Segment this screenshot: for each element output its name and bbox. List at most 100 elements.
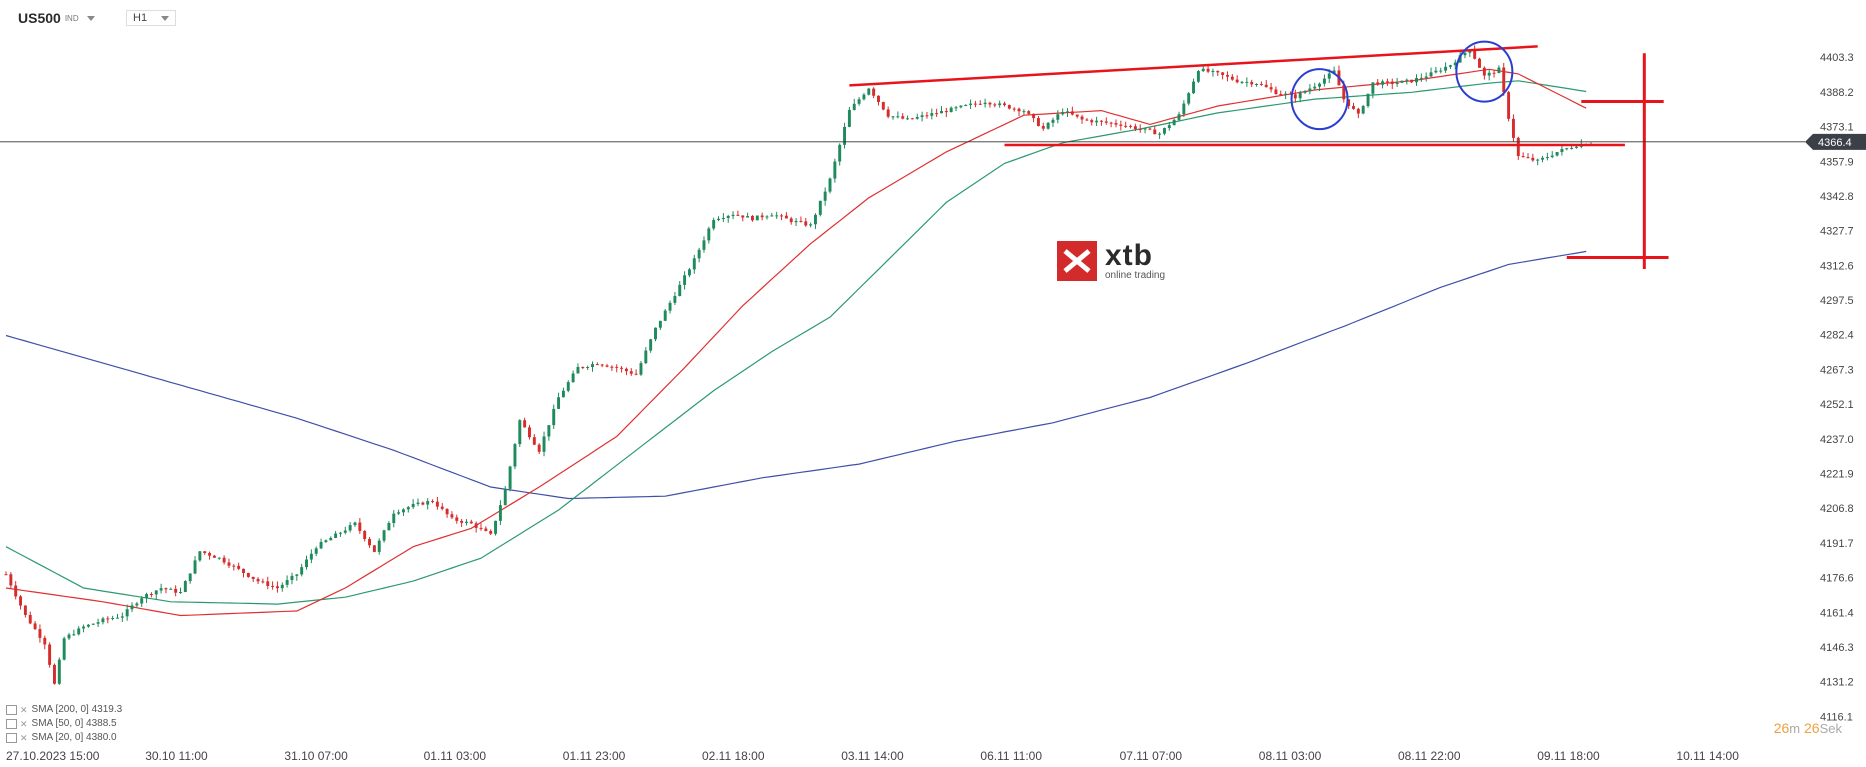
candle-body <box>615 366 619 368</box>
candle-body <box>116 617 119 619</box>
remove-icon[interactable]: ✕ <box>20 705 28 715</box>
candle <box>319 538 323 550</box>
y-tick-label: 4282.4 <box>1820 330 1854 342</box>
candle-body <box>1366 93 1370 107</box>
candle <box>1090 118 1094 126</box>
candle <box>1162 127 1166 136</box>
candle <box>343 526 347 535</box>
candle <box>537 443 541 454</box>
candle-body <box>678 284 682 297</box>
candle <box>988 101 992 108</box>
symbol-selector[interactable]: US500 IND <box>18 10 95 26</box>
candle <box>1206 65 1210 74</box>
candle <box>639 360 643 376</box>
indicator-settings-icon[interactable] <box>6 719 17 729</box>
candle <box>120 612 124 622</box>
candle-body <box>227 562 231 566</box>
candle-body <box>755 215 759 221</box>
candle-body <box>72 634 76 636</box>
candle <box>1095 116 1099 126</box>
candle-body <box>1390 81 1394 84</box>
remove-icon[interactable]: ✕ <box>20 733 28 743</box>
candle <box>1274 86 1278 95</box>
candle <box>130 602 134 613</box>
candle <box>818 200 822 217</box>
candle-body <box>654 327 657 340</box>
candle-body <box>644 350 648 364</box>
candle <box>77 626 81 636</box>
candle-body <box>372 545 376 552</box>
price-axis: 4403.3 4388.2 4373.1 4357.9 4342.8 4327.7 4312… <box>1820 52 1854 723</box>
candle-body <box>518 420 522 445</box>
candle-body <box>140 598 144 604</box>
sma20-line <box>5 68 1587 617</box>
candle <box>179 587 182 594</box>
indicator-settings-icon[interactable] <box>6 733 17 743</box>
candle-body <box>324 540 328 543</box>
candle <box>174 585 178 597</box>
candle <box>397 509 401 516</box>
candle-body <box>86 624 90 627</box>
candle <box>1269 82 1273 93</box>
candle <box>683 271 687 290</box>
candle <box>1405 78 1409 85</box>
candle <box>828 177 832 194</box>
candle <box>629 368 633 376</box>
candle <box>465 519 468 526</box>
candle <box>1279 90 1283 95</box>
candle <box>1182 100 1186 117</box>
candle-body <box>881 102 885 110</box>
remove-icon[interactable]: ✕ <box>20 719 28 729</box>
timeframe-selector[interactable]: H1 <box>126 10 177 26</box>
candle <box>847 106 851 128</box>
candle <box>1192 78 1196 94</box>
logo-tagline: online trading <box>1105 269 1166 281</box>
candle-body <box>164 588 168 590</box>
candle <box>1318 82 1322 92</box>
candle <box>1507 90 1511 122</box>
candle <box>498 500 502 525</box>
candle <box>19 594 23 610</box>
candle <box>1313 82 1317 91</box>
legend-item-sma200[interactable]: ✕ SMA [200, 0] 4319.3 <box>6 703 122 717</box>
candle-body <box>1250 81 1254 85</box>
candle <box>164 587 168 594</box>
candle-body <box>1066 111 1069 113</box>
indicator-settings-icon[interactable] <box>6 705 17 715</box>
legend-item-sma50[interactable]: ✕ SMA [50, 0] 4388.5 <box>6 717 122 731</box>
y-tick-label: 4388.2 <box>1820 87 1854 99</box>
candle-body <box>1114 123 1118 125</box>
candle <box>232 564 236 571</box>
candle <box>101 616 105 625</box>
candle <box>852 98 856 111</box>
candle-body <box>576 367 580 374</box>
candle-body <box>1235 79 1239 83</box>
candle-body <box>251 576 255 579</box>
candle-body <box>649 339 653 351</box>
candle <box>1046 122 1050 130</box>
y-tick-label: 4342.8 <box>1820 191 1854 203</box>
candle <box>935 108 939 117</box>
candle-body <box>1395 82 1399 84</box>
candle <box>760 212 764 221</box>
candle <box>600 363 604 368</box>
candle <box>557 392 561 409</box>
candle-body <box>1429 72 1433 77</box>
candle-body <box>1419 77 1423 79</box>
candle <box>634 369 638 376</box>
candle <box>111 615 115 621</box>
candle-body <box>67 634 71 639</box>
candle <box>775 211 779 219</box>
candle <box>348 522 352 533</box>
candle-body <box>290 575 294 581</box>
candle <box>624 367 628 376</box>
candle <box>246 572 250 578</box>
candle-body <box>978 103 982 105</box>
candle-body <box>494 520 498 534</box>
candle-body <box>135 603 139 606</box>
legend-item-sma20[interactable]: ✕ SMA [20, 0] 4380.0 <box>6 731 122 745</box>
candle-body <box>498 505 502 521</box>
candle <box>208 551 212 560</box>
sma50-line <box>5 80 1587 605</box>
